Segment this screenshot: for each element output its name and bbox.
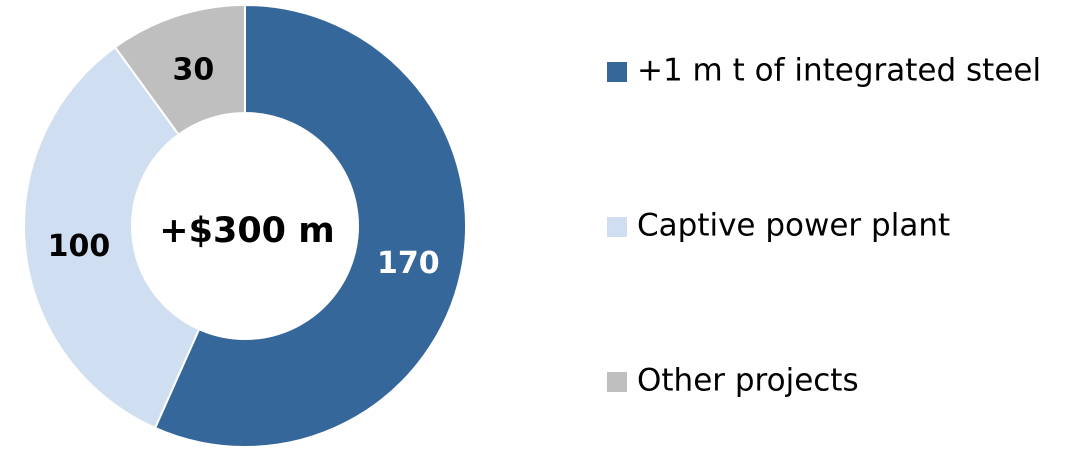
data-label: 100 bbox=[48, 229, 111, 264]
donut-slice bbox=[113, 3, 246, 136]
legend-swatch bbox=[607, 62, 627, 82]
legend-label: +1 m t of integrated steel bbox=[637, 53, 1041, 89]
donut-slice bbox=[23, 45, 201, 430]
donut-slice bbox=[153, 3, 467, 448]
legend-swatch bbox=[607, 372, 627, 392]
legend-swatch bbox=[607, 217, 627, 237]
data-label: 170 bbox=[377, 246, 440, 281]
legend-label: Captive power plant bbox=[637, 208, 950, 244]
legend-label: Other projects bbox=[637, 363, 859, 399]
center-label: +$300 m bbox=[159, 211, 334, 251]
data-label: 30 bbox=[173, 53, 215, 88]
